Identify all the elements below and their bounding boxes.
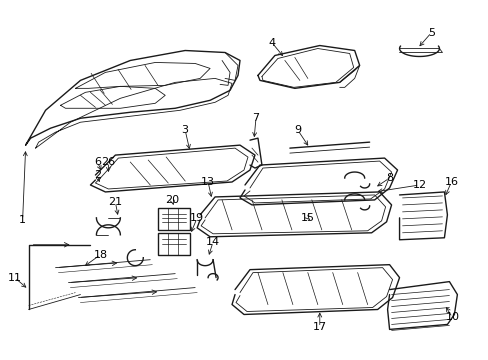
Text: 7: 7 — [252, 113, 259, 123]
Text: 21: 21 — [108, 197, 122, 207]
Text: 2: 2 — [94, 170, 101, 180]
Text: 16: 16 — [444, 177, 457, 187]
Text: 6: 6 — [94, 157, 101, 167]
Text: 14: 14 — [205, 237, 220, 247]
Text: 9: 9 — [294, 125, 301, 135]
Text: 3: 3 — [182, 125, 188, 135]
Text: 26: 26 — [101, 157, 115, 167]
Text: 13: 13 — [201, 177, 215, 187]
Text: 12: 12 — [411, 180, 426, 190]
Text: 10: 10 — [445, 312, 458, 323]
Text: 11: 11 — [8, 273, 21, 283]
Text: 8: 8 — [385, 173, 392, 183]
Text: 17: 17 — [312, 323, 326, 332]
Bar — [158, 208, 190, 230]
Bar — [158, 233, 190, 255]
Text: 20: 20 — [165, 195, 179, 205]
Text: 4: 4 — [268, 37, 275, 48]
Text: 19: 19 — [190, 213, 204, 223]
Text: 5: 5 — [427, 28, 434, 37]
Text: 1: 1 — [19, 215, 26, 225]
Text: 15: 15 — [300, 213, 314, 223]
Text: 18: 18 — [93, 250, 107, 260]
